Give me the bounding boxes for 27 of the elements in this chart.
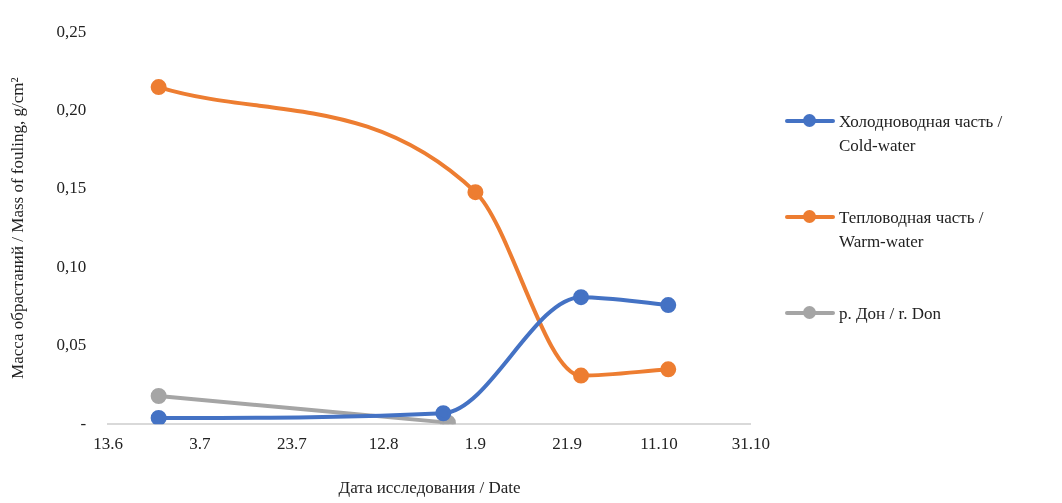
point — [660, 361, 677, 378]
point — [467, 184, 484, 201]
y-tick-label: 0,10 — [56, 256, 87, 276]
point — [150, 79, 167, 96]
y-tick-label: - — [80, 413, 87, 433]
x-tick-label: 12.8 — [368, 433, 399, 453]
point — [660, 297, 677, 314]
point — [150, 387, 167, 404]
legend-label: Тепловодная часть / Warm-water — [839, 207, 985, 253]
point — [573, 367, 590, 384]
x-tick-label: 3.7 — [189, 433, 212, 453]
y-axis-title: Масса обрастаний / Mass of fouling, g/cm² — [7, 77, 27, 379]
y-tick-label: 0,25 — [56, 21, 87, 41]
x-tick-label: 21.9 — [552, 433, 583, 453]
y-tick-label: 0,05 — [56, 335, 87, 355]
y-tick-label: 0,20 — [56, 100, 87, 120]
x-tick-label: 31.10 — [731, 433, 770, 453]
y-tick-label: 0,15 — [56, 178, 87, 198]
x-tick-label: 13.6 — [93, 433, 124, 453]
point — [150, 409, 167, 425]
legend-label: р. Дон / r. Don — [839, 303, 942, 325]
point — [573, 289, 590, 306]
x-axis-title: Дата исследования / Date — [338, 478, 521, 498]
x-tick-label: 11.10 — [640, 433, 678, 453]
x-tick-label: 23.7 — [276, 433, 308, 453]
x-tick-label: 1.9 — [464, 433, 487, 453]
legend-label: Холодноводная часть / Cold-water — [839, 111, 1004, 157]
